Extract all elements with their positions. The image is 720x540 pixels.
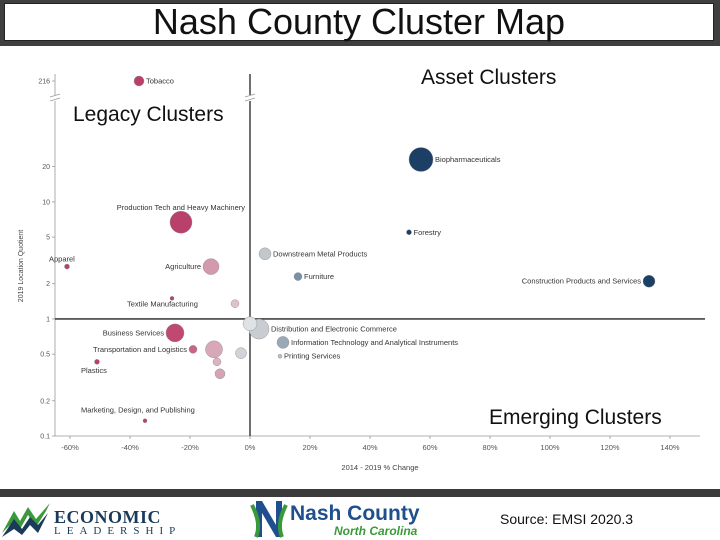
emerging-clusters-label: Emerging Clusters <box>489 406 662 429</box>
data-point <box>642 275 656 288</box>
economic-leadership-sub: LEADERSHIP <box>54 525 182 537</box>
x-tick-label: -40% <box>121 443 139 452</box>
source-text: Source: EMSI 2020.3 <box>500 511 634 527</box>
x-tick-label: 20% <box>302 443 317 452</box>
axes <box>49 74 705 437</box>
x-tick-label: 120% <box>600 443 620 452</box>
data-point <box>188 345 198 354</box>
nash-county-mark-icon <box>250 501 288 538</box>
point-label: Apparel <box>49 255 75 264</box>
left-axis-break-mark-b <box>49 97 61 102</box>
y-tick-label: 10 <box>42 199 50 206</box>
nash-county-logo: Nash County North Carolina <box>250 497 430 540</box>
data-point <box>165 323 185 343</box>
data-point <box>230 299 240 308</box>
data-point <box>242 316 258 331</box>
point-label: Distribution and Electronic Commerce <box>271 325 397 334</box>
x-axis-label: 2014 - 2019 % Change <box>341 463 418 472</box>
y-tick-label: 5 <box>46 235 50 242</box>
data-point <box>212 357 222 367</box>
point-label: Textile Manufacturing <box>127 299 198 308</box>
y-axis-ticks: 0.1 0.2 0.5 1 2 5 10 20 216 <box>38 79 55 441</box>
y-axis-label: 2019 Location Quotient <box>18 230 25 302</box>
x-tick-label: 80% <box>482 443 497 452</box>
data-point <box>276 336 290 349</box>
legacy-clusters-label: Legacy Clusters <box>73 103 224 126</box>
title-bar: Nash County Cluster Map <box>0 0 720 46</box>
title-box: Nash County Cluster Map <box>4 3 714 41</box>
point-label: Biopharmaceuticals <box>435 155 501 164</box>
x-tick-label: 100% <box>540 443 560 452</box>
data-point <box>205 340 223 359</box>
data-point <box>133 75 145 87</box>
x-tick-label: 60% <box>422 443 437 452</box>
point-label: Tobacco <box>146 77 174 86</box>
y-tick-label: 2 <box>46 281 50 288</box>
divider-break-mark-a <box>244 93 256 98</box>
y-tick-label: 0.1 <box>40 434 50 441</box>
x-tick-label: 140% <box>660 443 680 452</box>
economic-leadership-name: ECONOMIC <box>54 507 161 527</box>
point-label: Transportation and Logistics <box>93 345 187 354</box>
data-point <box>214 368 226 379</box>
divider-break-mark-b <box>244 97 256 102</box>
y-tick-label: 0.5 <box>40 352 50 359</box>
data-point <box>408 147 434 172</box>
point-label: Downstream Metal Products <box>273 249 367 258</box>
point-label: Agriculture <box>165 262 201 271</box>
data-point <box>169 211 193 234</box>
point-label: Plastics <box>81 366 107 375</box>
point-label: Forestry <box>414 228 442 237</box>
data-point <box>406 229 412 235</box>
nash-county-sub: North Carolina <box>334 524 418 538</box>
y-tick-label: 216 <box>38 79 50 86</box>
data-point <box>94 359 100 365</box>
cluster-map-chart: 0.1 0.2 0.5 1 2 5 10 20 216 -60% -40% -20% 0% 20% 40%… <box>18 66 705 472</box>
y-tick-label: 1 <box>46 316 50 323</box>
point-label: Furniture <box>304 272 334 281</box>
x-tick-label: -20% <box>181 443 199 452</box>
footer-bar <box>0 489 720 497</box>
x-tick-label: -60% <box>61 443 79 452</box>
point-label: Business Services <box>103 328 165 337</box>
data-point <box>64 263 70 270</box>
point-label: Printing Services <box>284 352 341 361</box>
data-point <box>293 272 303 281</box>
point-labels: Tobacco Biopharmaceuticals Production Tech… <box>49 77 641 415</box>
economic-leadership-mark-icon <box>2 503 50 537</box>
data-point <box>169 296 175 301</box>
point-label: Marketing, Design, and Publishing <box>81 406 195 415</box>
page-title: Nash County Cluster Map <box>152 1 566 42</box>
asset-clusters-label: Asset Clusters <box>421 66 556 89</box>
x-axis-ticks: -60% -40% -20% 0% 20% 40% 60% 80% 100% 120% 140% <box>61 436 680 452</box>
y-tick-label: 20 <box>42 164 50 171</box>
data-point <box>277 354 283 359</box>
x-tick-label: 0% <box>245 443 256 452</box>
point-label: Construction Products and Services <box>522 277 641 286</box>
data-point <box>202 258 220 275</box>
left-axis-break-mark-a <box>49 93 61 98</box>
point-label: Production Tech and Heavy Machinery <box>117 203 246 212</box>
left-axis-break-mark-gap <box>49 95 61 101</box>
divider-break-mark-gap <box>244 95 256 101</box>
point-label: Information Technology and Analytical In… <box>291 338 458 347</box>
x-tick-label: 40% <box>362 443 377 452</box>
data-points <box>64 75 656 423</box>
economic-leadership-logo: ECONOMIC LEADERSHIP <box>0 499 180 539</box>
nash-county-name: Nash County <box>290 502 420 525</box>
data-point <box>235 347 247 359</box>
footer: ECONOMIC LEADERSHIP Nash County North Ca… <box>0 497 720 540</box>
data-point <box>142 418 148 423</box>
y-tick-label: 0.2 <box>40 398 50 405</box>
data-point <box>258 247 272 261</box>
